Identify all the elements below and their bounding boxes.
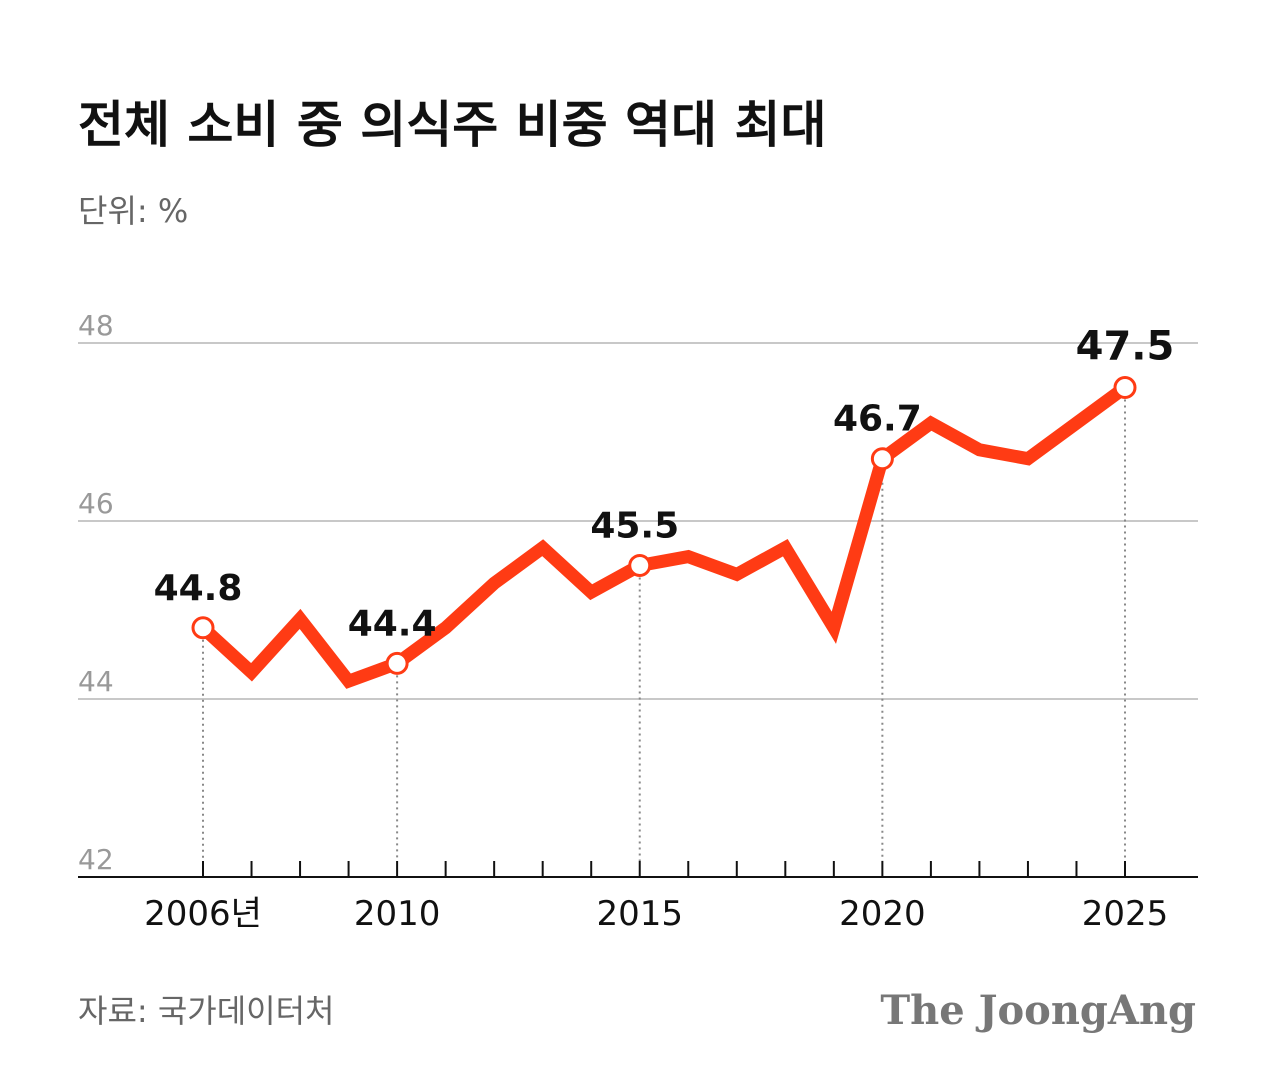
data-point	[1113, 376, 1137, 399]
chart-title: 전체 소비 중 의식주 비중 역대 최대	[78, 96, 826, 154]
x-tick-label: 2006년	[144, 894, 262, 934]
data-point	[191, 616, 215, 640]
x-tick-label: 2010	[354, 894, 441, 934]
x-tick-label: 2020	[839, 894, 926, 934]
data-point	[870, 447, 894, 471]
y-tick-label: 46	[78, 487, 114, 520]
data-label: 47.5	[1076, 324, 1175, 370]
y-tick-label: 44	[78, 665, 114, 698]
data-point	[385, 651, 409, 675]
data-label: 44.8	[154, 568, 243, 609]
unit-label: 단위: %	[78, 192, 188, 230]
source: 자료: 국가데이터처	[78, 992, 334, 1030]
y-tick-label: 42	[78, 843, 114, 876]
data-point	[628, 554, 652, 577]
data-label: 45.5	[590, 506, 679, 547]
x-tick-label: 2015	[596, 894, 683, 934]
data-label: 44.4	[348, 603, 437, 644]
x-tick-label: 2025	[1082, 894, 1169, 934]
data-label: 46.7	[833, 399, 922, 440]
brand: The JoongAng	[880, 987, 1196, 1034]
y-tick-label: 48	[78, 309, 114, 342]
data-line	[198, 382, 1129, 689]
